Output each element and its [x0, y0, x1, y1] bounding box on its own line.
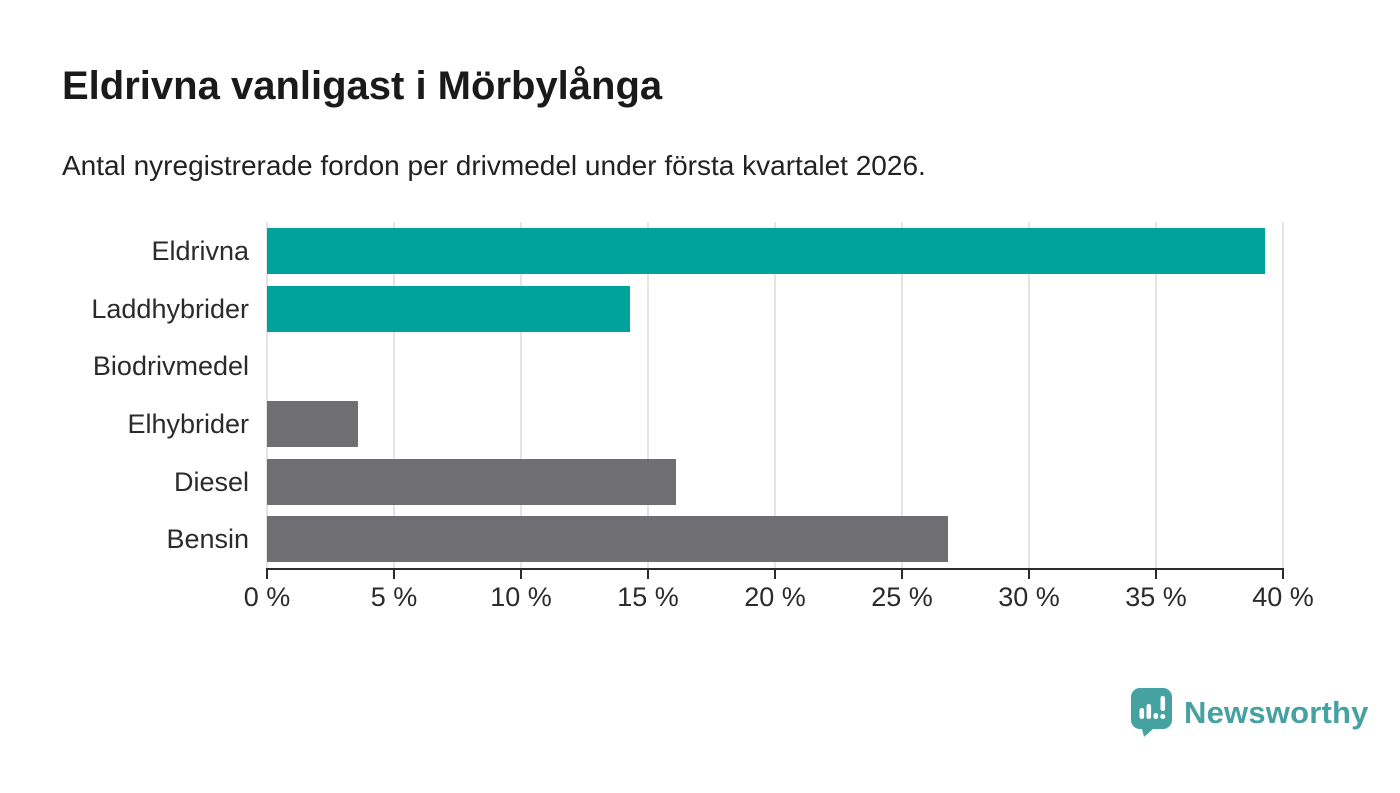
axis-tick: [774, 568, 776, 579]
chart-subtitle: Antal nyregistrerade fordon per drivmede…: [62, 150, 926, 181]
bar-row-bensin: Bensin: [166, 510, 1283, 568]
bar-row-biodrivmedel: Biodrivmedel: [93, 337, 1283, 395]
axis-tick: [520, 568, 522, 579]
bar-diesel: [267, 458, 676, 505]
axis-tick-label: 5 %: [370, 582, 418, 612]
gridline-20: [774, 222, 776, 568]
category-label: Eldrivna: [151, 236, 249, 266]
newsworthy-logo-text: Newsworthy: [1184, 694, 1369, 730]
gridline-40: [1282, 222, 1284, 568]
axis-tick-label: 40 %: [1252, 582, 1314, 612]
gridline-0: [266, 222, 268, 568]
axis-tick: [266, 568, 268, 579]
category-label: Biodrivmedel: [92, 351, 249, 382]
axis-tick-label: 20 %: [744, 582, 806, 612]
category-label: Diesel: [173, 466, 249, 497]
bar-row-diesel: Diesel: [174, 453, 1283, 511]
gridline-15: [647, 222, 649, 568]
axis-tick-label: 30 %: [998, 582, 1060, 612]
axis-tick: [1282, 568, 1284, 579]
gridline-30: [1028, 222, 1030, 568]
axis-tick-label: 15 %: [617, 582, 679, 612]
bar-row-elhybrider: Elhybrider: [127, 395, 1283, 453]
newsworthy-logo-icon: [1131, 688, 1172, 737]
newsworthy-logo[interactable]: Newsworthy: [1131, 688, 1369, 737]
bar-bensin: [267, 516, 948, 563]
gridline-25: [901, 222, 903, 568]
axis-tick: [1028, 568, 1030, 579]
axis-tick-label: 10 %: [490, 582, 552, 612]
bar-row-eldrivna: Eldrivna: [151, 222, 1283, 280]
category-label: Elhybrider: [127, 409, 249, 439]
axis-tick-label: 0 %: [243, 582, 291, 612]
category-label: Bensin: [166, 524, 249, 555]
bar-elhybrider: [267, 401, 359, 447]
chart-title: Eldrivna vanligast i Mörbylånga: [62, 64, 663, 108]
bar-eldrivna: [267, 228, 1266, 274]
bar-laddhybrider: [267, 285, 631, 332]
axis-tick-label: 25 %: [871, 582, 933, 612]
gridline-5: [393, 222, 395, 568]
axis-tick-label: 35 %: [1125, 582, 1187, 612]
bar-row-laddhybrider: Laddhybrider: [91, 280, 1283, 338]
gridline-10: [520, 222, 522, 568]
axis-tick: [393, 568, 395, 579]
category-label: Laddhybrider: [91, 293, 249, 324]
gridline-35: [1155, 222, 1157, 568]
plot-area: Eldrivna Laddhybrider Biodrivmedel Elhybrid…: [91, 222, 1284, 568]
axis-tick: [1155, 568, 1157, 579]
axis-tick: [901, 568, 903, 579]
axis-tick: [647, 568, 649, 579]
